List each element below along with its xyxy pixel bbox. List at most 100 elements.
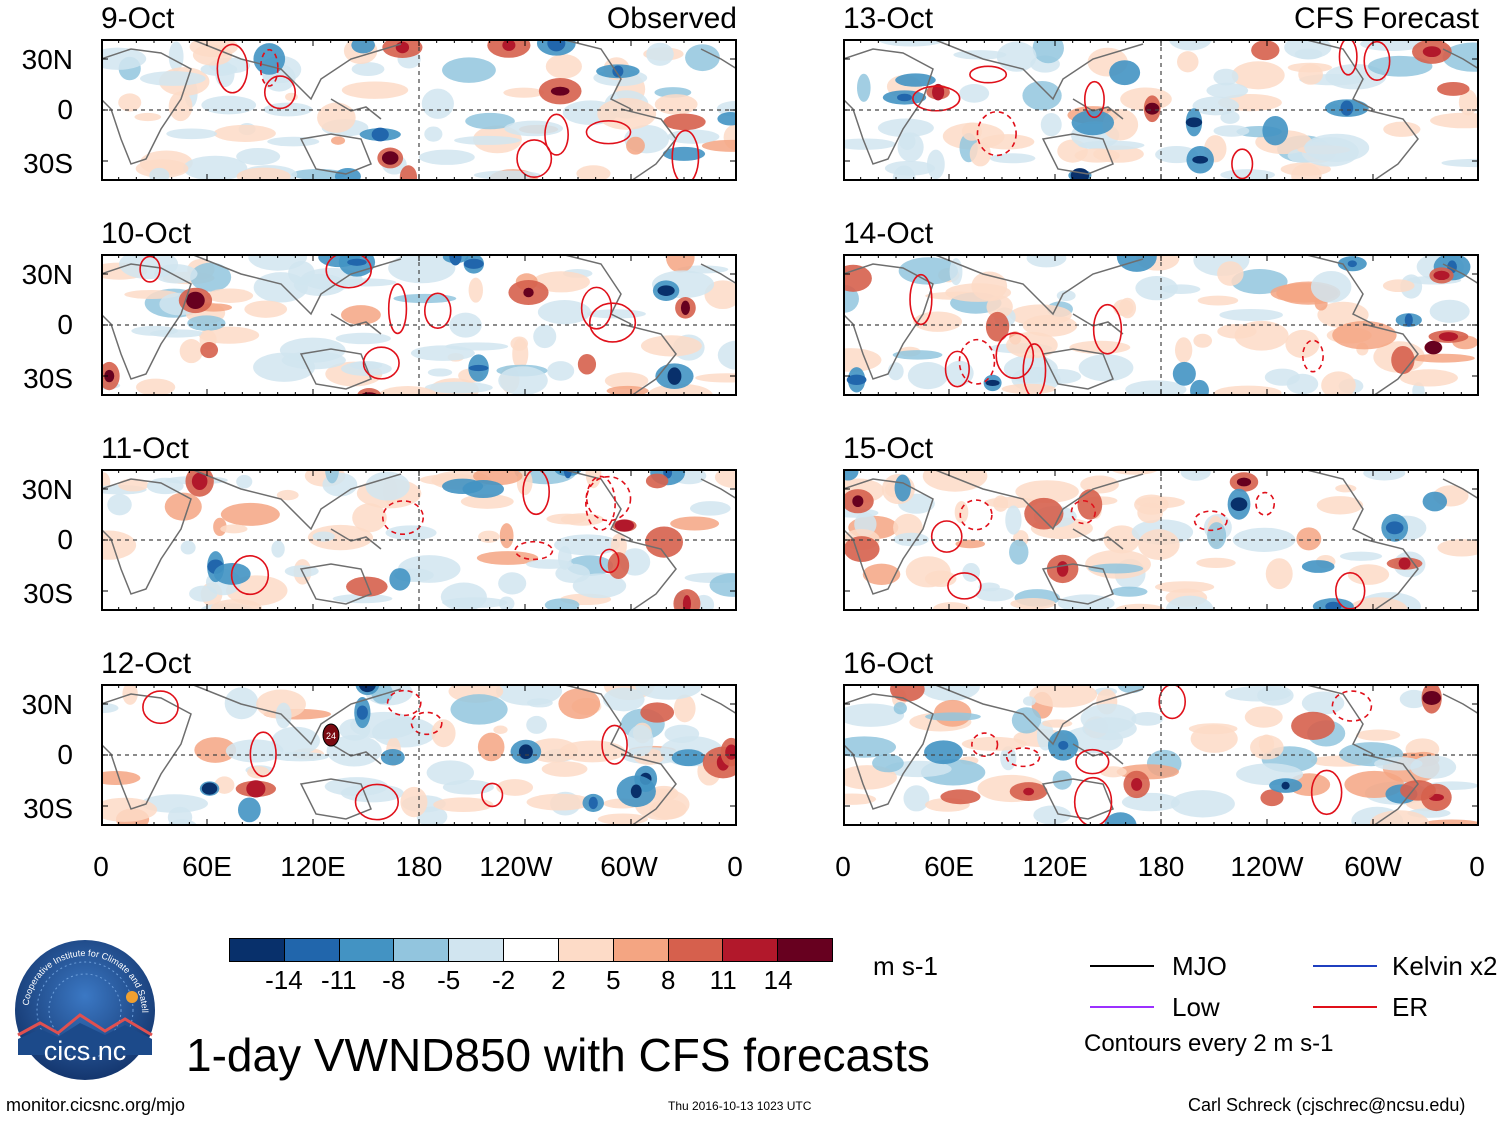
colorbar-swatch <box>612 939 668 961</box>
wind-anomaly-core <box>1385 521 1404 535</box>
wind-anomaly <box>224 687 259 720</box>
wind-anomaly <box>154 264 198 284</box>
wind-anomaly <box>341 81 409 99</box>
er-contour <box>216 43 249 94</box>
wind-anomaly <box>1109 60 1141 86</box>
wind-anomaly <box>1078 354 1134 382</box>
wind-anomaly-core <box>395 41 410 54</box>
storm-marker-label: 24 <box>326 731 336 741</box>
wind-anomaly-core <box>657 285 675 296</box>
wind-anomaly-core <box>614 519 635 532</box>
wind-anomaly <box>201 95 257 115</box>
wind-anomaly <box>1071 110 1115 136</box>
map-panel-13-oct <box>843 39 1479 181</box>
er-contour <box>1231 148 1254 180</box>
lat-label-30n: 30N <box>21 689 73 720</box>
wind-anomaly <box>101 797 158 822</box>
wind-anomaly <box>695 373 737 383</box>
er-contour <box>599 548 620 574</box>
wind-anomaly-core <box>725 744 737 760</box>
wind-anomaly <box>1301 691 1345 715</box>
lat-label-30n: 30N <box>21 474 73 505</box>
wind-anomaly <box>1206 82 1249 99</box>
wind-anomaly <box>275 702 292 729</box>
footer-credit: Carl Schreck (cjschrec@ncsu.edu) <box>1188 1095 1466 1115</box>
wind-anomaly <box>1217 323 1257 339</box>
wind-anomaly <box>346 576 388 597</box>
wind-anomaly-core <box>191 472 208 490</box>
wind-anomaly <box>980 134 1035 150</box>
wind-anomaly <box>1232 527 1296 552</box>
er-contour <box>325 254 373 289</box>
wind-anomaly-core <box>852 495 864 508</box>
wind-anomaly <box>1363 469 1406 481</box>
footer-url: monitor.cicsnc.org/mjo <box>6 1095 186 1115</box>
coastline <box>620 753 677 826</box>
wind-anomaly <box>1125 380 1187 396</box>
lat-label-30n: 30N <box>21 259 73 290</box>
wind-anomaly <box>558 688 601 720</box>
wind-anomaly <box>585 469 602 489</box>
er-contour <box>1022 343 1047 396</box>
wind-anomaly <box>187 315 226 331</box>
er-contour <box>909 273 933 326</box>
wind-anomaly <box>1137 502 1163 524</box>
panel-date-15-oct: 15-Oct <box>843 432 934 465</box>
lon-label-60e: 60E <box>182 851 232 882</box>
er-contour <box>912 85 961 112</box>
lon-label-180: 180 <box>1137 851 1185 882</box>
wind-anomaly <box>1170 790 1235 818</box>
wind-anomaly <box>1080 475 1119 494</box>
colorbar-swatch <box>667 939 723 961</box>
contour-note: Contours every 2 m s-1 <box>1084 1030 1334 1057</box>
coastline <box>560 684 632 755</box>
er-contour <box>1338 39 1358 76</box>
er-contour <box>947 572 982 600</box>
wind-anomaly-core <box>1023 787 1035 796</box>
wind-anomaly <box>1430 112 1479 129</box>
wind-anomaly <box>932 602 970 611</box>
wind-anomaly <box>1368 55 1433 77</box>
wind-anomaly-core <box>371 127 389 142</box>
logo-text: cics.nc <box>44 1036 127 1066</box>
colorbar-swatch <box>338 939 394 961</box>
wind-anomaly <box>1285 329 1320 359</box>
wind-anomaly <box>352 503 387 533</box>
wind-anomaly <box>1265 558 1293 590</box>
coastline <box>620 538 677 611</box>
wind-anomaly <box>1168 39 1212 51</box>
wind-anomaly <box>1190 379 1209 396</box>
colorbar-units: m s-1 <box>873 951 938 981</box>
wind-anomaly <box>1335 484 1357 493</box>
er-contour <box>259 48 279 87</box>
wind-anomaly <box>179 339 203 364</box>
wind-anomaly <box>717 340 737 370</box>
wind-anomaly <box>895 73 936 87</box>
wind-anomaly <box>1082 717 1137 741</box>
er-contour <box>249 731 277 778</box>
wind-anomaly <box>969 141 991 167</box>
lon-label-0: 0 <box>1469 851 1485 882</box>
wind-anomaly <box>1370 810 1430 826</box>
er-contour <box>516 139 553 178</box>
er-contour <box>1310 769 1343 816</box>
wind-anomaly-core <box>682 595 691 611</box>
coastline <box>1442 48 1479 70</box>
wind-anomaly <box>1172 361 1196 386</box>
er-contour <box>1331 690 1373 722</box>
wind-anomaly <box>1310 270 1352 303</box>
colorbar-swatch <box>448 939 504 961</box>
coastline <box>1302 254 1374 325</box>
coastline <box>1072 743 1124 765</box>
wind-anomaly <box>421 88 454 119</box>
wind-anomaly <box>1104 812 1137 826</box>
wind-anomaly <box>1399 689 1428 709</box>
coastline <box>1072 98 1124 120</box>
wind-anomaly <box>1042 719 1073 728</box>
er-contour <box>139 255 161 283</box>
wind-anomaly <box>440 582 487 611</box>
coastline <box>1362 323 1419 396</box>
wind-anomaly <box>1301 560 1335 573</box>
wind-anomaly <box>714 469 737 489</box>
colorbar-tick-label: 14 <box>763 965 793 995</box>
